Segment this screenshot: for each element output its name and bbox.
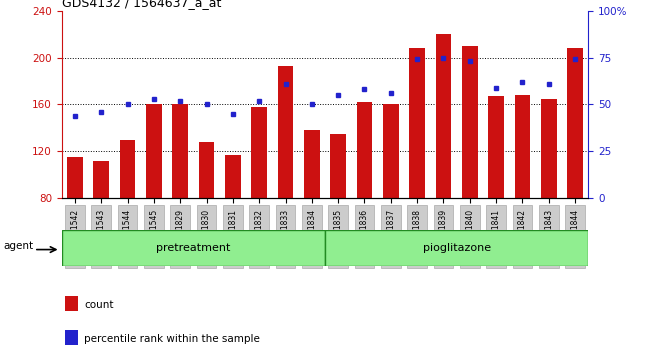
Bar xyxy=(515,95,530,198)
Bar xyxy=(67,157,83,198)
Bar xyxy=(118,205,137,268)
Text: percentile rank within the sample: percentile rank within the sample xyxy=(84,334,261,344)
Bar xyxy=(328,205,348,268)
Bar xyxy=(436,34,451,198)
Text: GSM201837: GSM201837 xyxy=(386,209,395,255)
Text: GSM201841: GSM201841 xyxy=(491,209,500,255)
Bar xyxy=(199,142,215,198)
Bar xyxy=(65,205,84,268)
Text: GSM201544: GSM201544 xyxy=(123,209,132,255)
Bar xyxy=(250,205,269,268)
Bar xyxy=(462,46,478,198)
Bar xyxy=(65,330,78,345)
Text: GSM201839: GSM201839 xyxy=(439,209,448,255)
Bar xyxy=(62,230,325,266)
Text: GSM201843: GSM201843 xyxy=(544,209,553,255)
Bar xyxy=(144,205,164,268)
Text: GSM201840: GSM201840 xyxy=(465,209,474,255)
Bar xyxy=(357,102,372,198)
Bar xyxy=(567,48,583,198)
Text: GSM201830: GSM201830 xyxy=(202,209,211,255)
Bar xyxy=(325,230,588,266)
Bar xyxy=(65,296,78,312)
Bar xyxy=(541,98,556,198)
Bar xyxy=(278,66,293,198)
Text: GSM201835: GSM201835 xyxy=(333,209,343,255)
Bar xyxy=(146,104,162,198)
Bar xyxy=(170,205,190,268)
Bar xyxy=(460,205,480,268)
Bar xyxy=(486,205,506,268)
Text: GDS4132 / 1564637_a_at: GDS4132 / 1564637_a_at xyxy=(62,0,221,10)
Bar xyxy=(566,205,585,268)
Text: GSM201832: GSM201832 xyxy=(255,209,264,255)
Bar xyxy=(304,130,320,198)
Bar xyxy=(252,107,267,198)
Text: pioglitazone: pioglitazone xyxy=(422,243,491,253)
Bar xyxy=(355,205,374,268)
Text: pretreatment: pretreatment xyxy=(156,243,231,253)
Bar xyxy=(330,134,346,198)
Text: GSM201545: GSM201545 xyxy=(150,209,159,255)
Text: count: count xyxy=(84,301,114,310)
Bar xyxy=(410,48,425,198)
Bar xyxy=(276,205,295,268)
Bar xyxy=(381,205,400,268)
Text: GSM201842: GSM201842 xyxy=(518,209,527,255)
Text: GSM201542: GSM201542 xyxy=(70,209,79,255)
Bar xyxy=(223,205,242,268)
Bar xyxy=(383,104,398,198)
Bar xyxy=(94,161,109,198)
Bar xyxy=(434,205,453,268)
Text: GSM201836: GSM201836 xyxy=(360,209,369,255)
Bar xyxy=(120,139,135,198)
Bar xyxy=(172,104,188,198)
Bar xyxy=(197,205,216,268)
Text: GSM201543: GSM201543 xyxy=(97,209,106,255)
Text: GSM201834: GSM201834 xyxy=(307,209,317,255)
Bar xyxy=(488,96,504,198)
Bar xyxy=(408,205,427,268)
Text: GSM201831: GSM201831 xyxy=(228,209,237,255)
Text: agent: agent xyxy=(3,241,33,251)
Bar xyxy=(92,205,111,268)
Bar xyxy=(225,155,240,198)
Text: GSM201838: GSM201838 xyxy=(413,209,422,255)
Text: GSM201844: GSM201844 xyxy=(571,209,580,255)
Bar xyxy=(302,205,322,268)
Text: GSM201833: GSM201833 xyxy=(281,209,290,255)
Text: GSM201829: GSM201829 xyxy=(176,209,185,255)
Bar xyxy=(513,205,532,268)
Bar xyxy=(539,205,558,268)
